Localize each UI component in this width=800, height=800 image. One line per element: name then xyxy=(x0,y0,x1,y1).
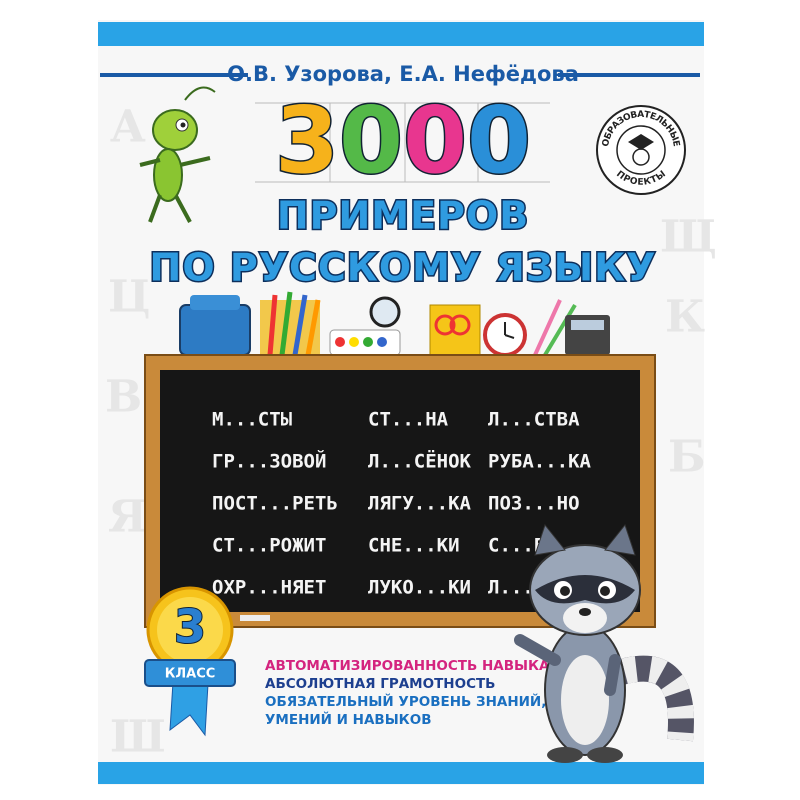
svg-text:Я: Я xyxy=(108,492,147,543)
board-word: ЛЯГУ...КА xyxy=(368,493,472,515)
title-line: ПО РУССКОМУ ЯЗЫКУ xyxy=(150,246,657,290)
feature-line: АВТОМАТИЗИРОВАННОСТЬ НАВЫКА xyxy=(265,658,550,674)
title-line: ПРИМЕРОВ xyxy=(277,194,529,238)
board-word: ОХР...НЯЕТ xyxy=(212,577,326,599)
grade-medal xyxy=(144,586,236,737)
title-digit: 0 xyxy=(403,87,467,194)
chalk xyxy=(240,615,270,621)
feature-line: АБСОЛЮТНАЯ ГРАМОТНОСТЬ xyxy=(265,676,495,692)
svg-text:А: А xyxy=(110,102,146,153)
svg-text:К: К xyxy=(665,292,705,343)
board-word: ЛУКО...КИ xyxy=(368,577,471,599)
board-word: РУБА...КА xyxy=(488,451,592,473)
board-word: СТ...РОЖИТ xyxy=(212,535,326,557)
feature-line: ОБЯЗАТЕЛЬНЫЙ УРОВЕНЬ ЗНАНИЙ, xyxy=(265,693,546,710)
feature-line: УМЕНИЙ И НАВЫКОВ xyxy=(265,711,431,728)
board-word: Л...СЁНОК xyxy=(368,449,472,473)
title-number: 3000 xyxy=(275,87,531,194)
grade-label: КЛАСС xyxy=(165,667,216,682)
publisher-badge: ОБРАЗОВАТЕЛЬНЫЕ ПРОЕКТЫ xyxy=(596,105,686,195)
board-word: СТ...НА xyxy=(368,409,449,431)
grasshopper-illustration xyxy=(139,86,216,223)
board-word: СНЕ...КИ xyxy=(368,535,460,557)
svg-text:Ш: Ш xyxy=(110,712,166,763)
raccoon-illustration xyxy=(514,523,694,763)
school-supplies xyxy=(179,291,610,357)
authors: О.В. Узорова, Е.А. Нефёдова xyxy=(227,62,579,86)
background-letters: А Щ Ц К В Б Я Ш xyxy=(105,102,717,763)
feature-list: АВТОМАТИЗИРОВАННОСТЬ НАВЫКА АБСОЛЮТНАЯ ГР… xyxy=(265,658,550,728)
svg-text:Б: Б xyxy=(668,432,706,483)
title-digit: 3 xyxy=(275,87,339,194)
grade-number: 3 xyxy=(174,600,206,654)
bottom-band xyxy=(98,762,704,784)
board-word: ПОСТ...РЕТЬ xyxy=(212,493,338,515)
number-grid xyxy=(255,102,550,183)
board-word: ПОЗ...НО xyxy=(488,493,580,515)
svg-text:В: В xyxy=(105,372,142,423)
board-word: ГР...ЗОВОЙ xyxy=(212,450,326,473)
title-digit: 0 xyxy=(467,87,531,194)
title-digit: 0 xyxy=(339,87,403,194)
svg-text:Ц: Ц xyxy=(108,272,151,323)
board-word: М...СТЫ xyxy=(212,409,293,431)
svg-text:Щ: Щ xyxy=(660,212,717,263)
board-word: Л...СТВА xyxy=(488,409,580,431)
top-band xyxy=(98,22,704,46)
